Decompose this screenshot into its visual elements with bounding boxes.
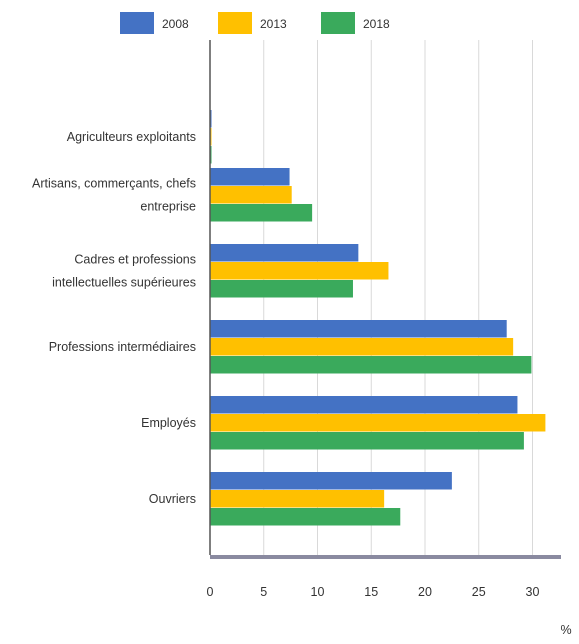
- bar-2018-1: [210, 204, 313, 222]
- category-label: entreprise: [140, 200, 196, 214]
- grid-lines: [263, 40, 533, 555]
- category-label: Professions intermédiaires: [49, 340, 196, 354]
- category-label: intellectuelles supérieures: [52, 276, 196, 290]
- bar-2013-1: [210, 186, 292, 204]
- category-label: Artisans, commerçants, chefs: [32, 177, 196, 191]
- x-tick-label: 0: [207, 585, 214, 599]
- x-tick-label: 25: [472, 585, 486, 599]
- category-label: Employés: [141, 416, 196, 430]
- bar-2008-5: [210, 472, 452, 490]
- x-axis-unit: %: [560, 623, 571, 637]
- legend-label-2013: 2013: [260, 17, 287, 31]
- x-tick-label: 5: [260, 585, 267, 599]
- bar-2008-4: [210, 396, 518, 414]
- category-label: Ouvriers: [149, 492, 196, 506]
- category-labels: Agriculteurs exploitants Artisans, commer…: [32, 130, 196, 506]
- bar-2008-3: [210, 320, 507, 338]
- legend-swatch-2008: [120, 12, 154, 34]
- x-tick-labels: 0 5 10 15 20 25 30: [207, 585, 540, 599]
- x-tick-label: 30: [526, 585, 540, 599]
- bar-2018-5: [210, 508, 401, 526]
- bar-2013-5: [210, 490, 385, 508]
- legend-swatch-2013: [218, 12, 252, 34]
- category-label: Agriculteurs exploitants: [67, 130, 196, 144]
- bar-2008-2: [210, 244, 359, 262]
- legend-label-2008: 2008: [162, 17, 189, 31]
- x-tick-label: 15: [364, 585, 378, 599]
- bar-2008-1: [210, 168, 290, 186]
- x-tick-label: 10: [311, 585, 325, 599]
- bar-2018-3: [210, 356, 532, 374]
- x-tick-label: 20: [418, 585, 432, 599]
- bars: [210, 110, 546, 526]
- bar-2013-2: [210, 262, 389, 280]
- bar-2013-3: [210, 338, 514, 356]
- legend-swatch-2018: [321, 12, 355, 34]
- bar-2013-4: [210, 414, 546, 432]
- legend-label-2018: 2018: [363, 17, 390, 31]
- category-label: Cadres et professions: [74, 253, 196, 267]
- bar-2018-4: [210, 432, 524, 450]
- legend: 2008 2013 2018: [120, 12, 390, 34]
- bar-2018-2: [210, 280, 353, 298]
